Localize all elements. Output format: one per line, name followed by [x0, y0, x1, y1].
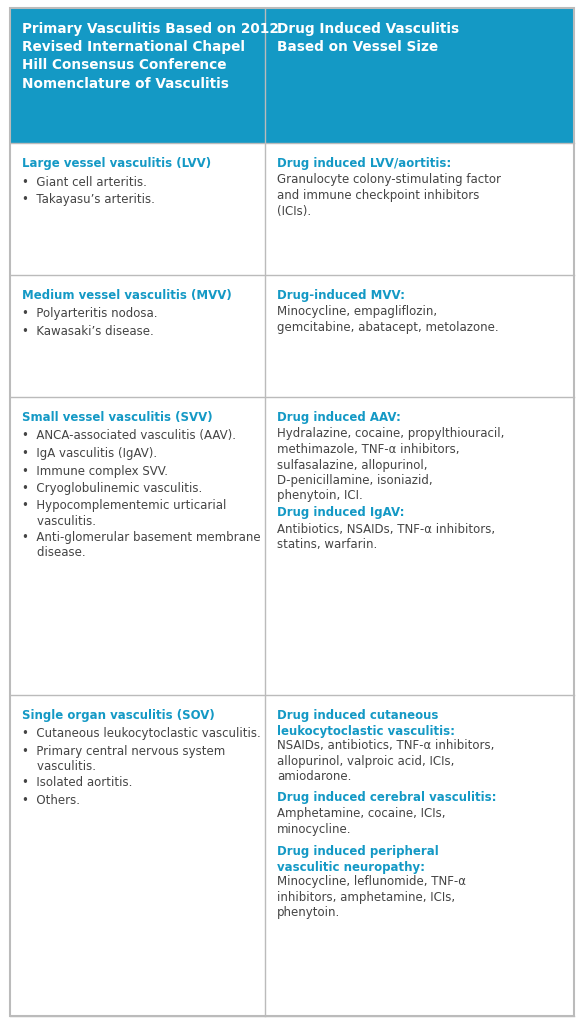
Text: Drug induced LVV/aortitis:: Drug induced LVV/aortitis:: [277, 157, 451, 170]
Bar: [10, 397, 265, 695]
Text: Drug induced cutaneous
leukocytoclastic vasculitis:: Drug induced cutaneous leukocytoclastic …: [277, 709, 455, 737]
Text: •  Cutaneous leukocytoclastic vasculitis.: • Cutaneous leukocytoclastic vasculitis.: [22, 727, 260, 740]
Text: NSAIDs, antibiotics, TNF-α inhibitors,
allopurinol, valproic acid, ICIs,
amiodar: NSAIDs, antibiotics, TNF-α inhibitors, a…: [277, 739, 495, 783]
Text: Granulocyte colony-stimulating factor
and immune checkpoint inhibitors
(ICIs).: Granulocyte colony-stimulating factor an…: [277, 173, 501, 217]
Text: Primary Vasculitis Based on 2012
Revised International Chapel
Hill Consensus Con: Primary Vasculitis Based on 2012 Revised…: [22, 22, 279, 90]
Text: •  Others.: • Others.: [22, 794, 80, 807]
Text: Drug Induced Vasculitis
Based on Vessel Size: Drug Induced Vasculitis Based on Vessel …: [277, 22, 459, 54]
Text: •  Kawasaki’s disease.: • Kawasaki’s disease.: [22, 325, 154, 338]
Text: Drug induced IgAV:: Drug induced IgAV:: [277, 506, 405, 519]
Text: •  IgA vasculitis (IgAV).: • IgA vasculitis (IgAV).: [22, 447, 157, 460]
Text: •  Immune complex SVV.: • Immune complex SVV.: [22, 465, 168, 477]
Text: •  ANCA-associated vasculitis (AAV).: • ANCA-associated vasculitis (AAV).: [22, 429, 236, 442]
Bar: [10, 275, 265, 397]
Text: Minocycline, empagliflozin,
gemcitabine, abatacept, metolazone.: Minocycline, empagliflozin, gemcitabine,…: [277, 305, 499, 334]
Text: Amphetamine, cocaine, ICIs,
minocycline.: Amphetamine, cocaine, ICIs, minocycline.: [277, 807, 446, 836]
Bar: [10, 8, 265, 143]
Text: Drug induced cerebral vasculitis:: Drug induced cerebral vasculitis:: [277, 791, 496, 804]
Text: Drug induced peripheral
vasculitic neuropathy:: Drug induced peripheral vasculitic neuro…: [277, 845, 439, 873]
Bar: [265, 275, 574, 397]
Bar: [10, 695, 265, 1016]
Text: •  Primary central nervous system
    vasculitis.: • Primary central nervous system vasculi…: [22, 745, 225, 773]
Text: Single organ vasculitis (SOV): Single organ vasculitis (SOV): [22, 709, 215, 722]
Bar: [265, 143, 574, 275]
Bar: [265, 8, 574, 143]
Text: •  Cryoglobulinemic vasculitis.: • Cryoglobulinemic vasculitis.: [22, 482, 202, 495]
Text: Minocycline, leflunomide, TNF-α
inhibitors, amphetamine, ICIs,
phenytoin.: Minocycline, leflunomide, TNF-α inhibito…: [277, 874, 466, 919]
Text: Drug-induced MVV:: Drug-induced MVV:: [277, 289, 405, 302]
Text: •  Polyarteritis nodosa.: • Polyarteritis nodosa.: [22, 307, 158, 321]
Text: Small vessel vasculitis (SVV): Small vessel vasculitis (SVV): [22, 411, 213, 424]
Text: •  Isolated aortitis.: • Isolated aortitis.: [22, 776, 133, 790]
Text: •  Hypocomplementemic urticarial
    vasculitis.: • Hypocomplementemic urticarial vasculit…: [22, 500, 227, 528]
Text: Large vessel vasculitis (LVV): Large vessel vasculitis (LVV): [22, 157, 211, 170]
Bar: [265, 397, 574, 695]
Text: Antibiotics, NSAIDs, TNF-α inhibitors,
statins, warfarin.: Antibiotics, NSAIDs, TNF-α inhibitors, s…: [277, 522, 495, 551]
Text: Medium vessel vasculitis (MVV): Medium vessel vasculitis (MVV): [22, 289, 232, 302]
Text: •  Takayasu’s arteritis.: • Takayasu’s arteritis.: [22, 193, 155, 206]
Text: Drug induced AAV:: Drug induced AAV:: [277, 411, 401, 424]
Text: •  Anti-glomerular basement membrane
    disease.: • Anti-glomerular basement membrane dise…: [22, 530, 260, 559]
Text: Hydralazine, cocaine, propylthiouracil,
methimazole, TNF-α inhibitors,
sulfasala: Hydralazine, cocaine, propylthiouracil, …: [277, 427, 505, 503]
Text: •  Giant cell arteritis.: • Giant cell arteritis.: [22, 175, 147, 188]
Bar: [10, 143, 265, 275]
Bar: [265, 695, 574, 1016]
